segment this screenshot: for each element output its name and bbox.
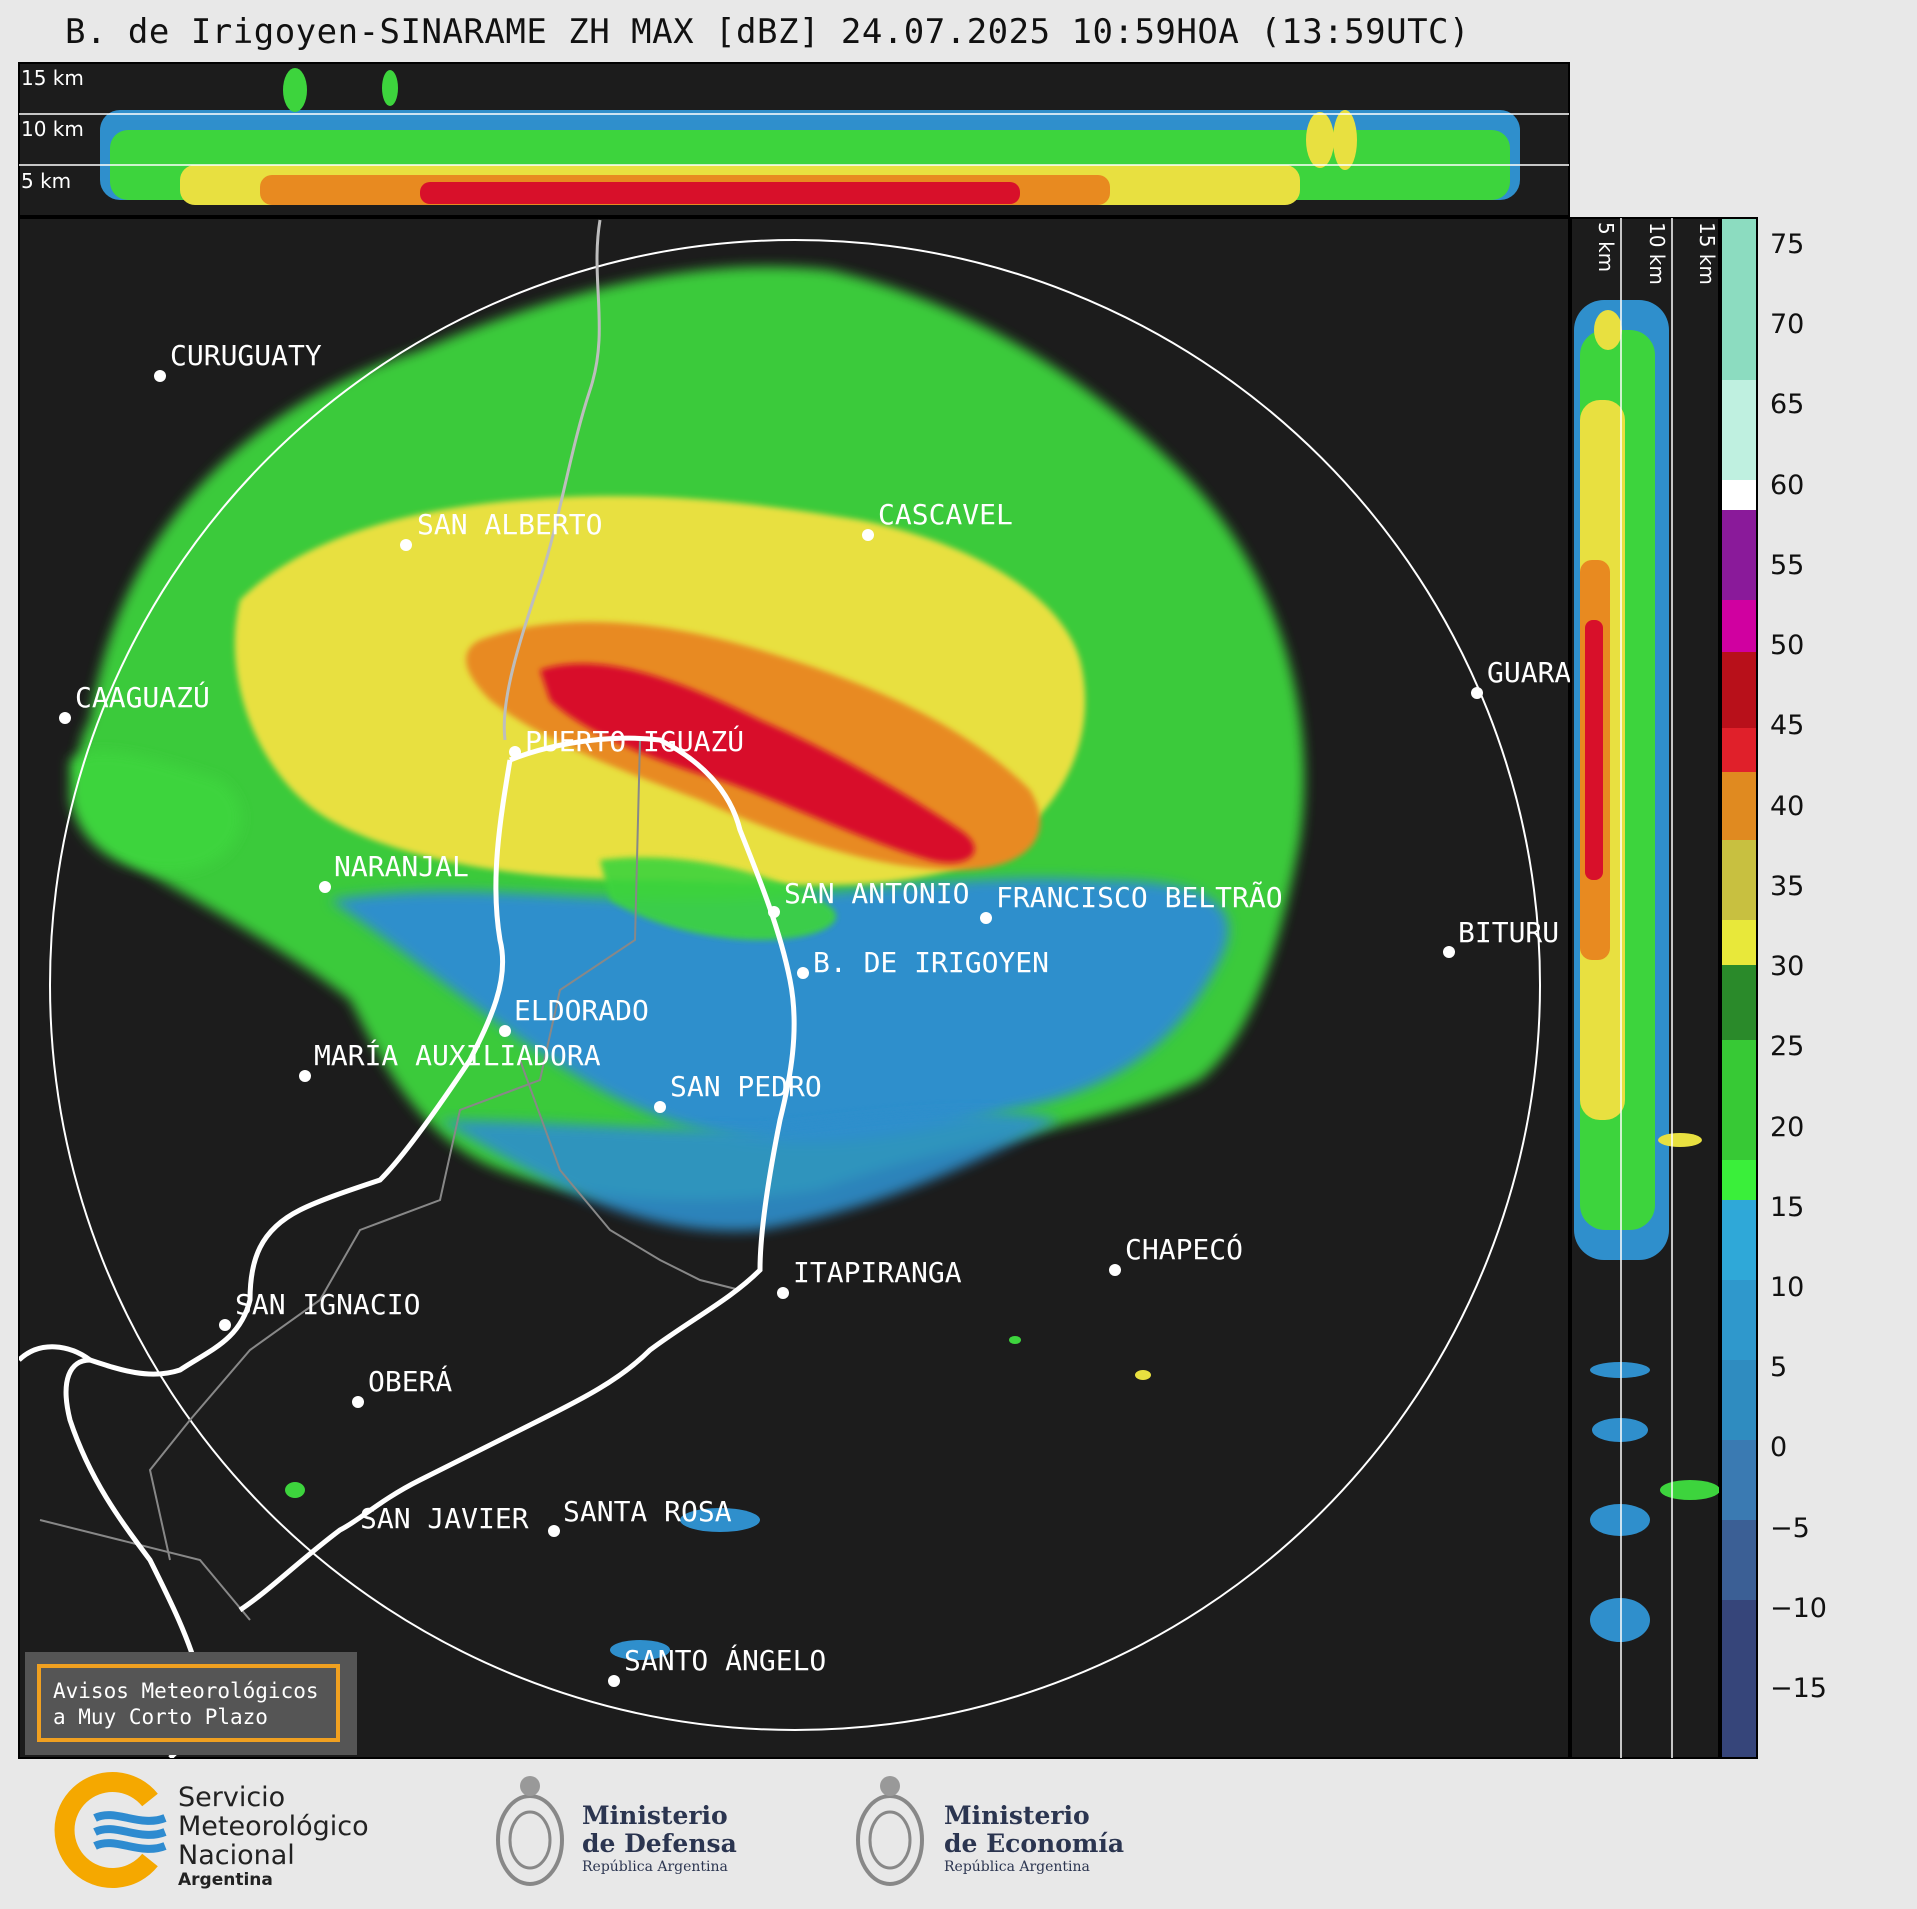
smn-logo-text: Servicio Meteorológico Nacional Argentin… bbox=[178, 1783, 369, 1890]
city-san-javier: SAN JAVIER bbox=[360, 1502, 529, 1535]
svg-text:55: 55 bbox=[1770, 550, 1804, 581]
defensa-seal-icon bbox=[496, 1776, 564, 1886]
side-km-label: 5 km bbox=[1594, 222, 1618, 272]
svg-text:CASCAVEL: CASCAVEL bbox=[878, 498, 1013, 531]
colorbar: 75 70 65 60 55 50 45 40 35 30 25 20 15 1… bbox=[1720, 217, 1827, 1759]
warning-line-2: a Muy Corto Plazo bbox=[53, 1705, 268, 1729]
side-km-label: 10 km bbox=[1645, 222, 1669, 285]
svg-text:SANTO ÁNGELO: SANTO ÁNGELO bbox=[624, 1643, 826, 1677]
side-km-label: 15 km bbox=[1695, 222, 1719, 285]
svg-text:−15: −15 bbox=[1770, 1673, 1827, 1704]
city-curuguaty: CURUGUATY bbox=[154, 339, 322, 382]
svg-text:SANTA ROSA: SANTA ROSA bbox=[563, 1495, 732, 1528]
svg-text:SAN JAVIER: SAN JAVIER bbox=[360, 1502, 529, 1535]
city-maria-auxiliadora: MARÍA AUXILIADORA bbox=[299, 1038, 601, 1082]
city-santo-angelo: SANTO ÁNGELO bbox=[608, 1643, 826, 1687]
svg-text:50: 50 bbox=[1770, 630, 1804, 661]
city-san-pedro: SAN PEDRO bbox=[654, 1070, 822, 1113]
city-bituru: BITURU bbox=[1443, 916, 1559, 958]
city-francisco-beltrao: FRANCISCO BELTRÃO bbox=[980, 881, 1283, 924]
svg-text:75: 75 bbox=[1770, 229, 1804, 260]
svg-text:BITURU: BITURU bbox=[1458, 916, 1559, 949]
economia-seal-icon bbox=[856, 1776, 924, 1886]
city-caaguazu: CAAGUAZÚ bbox=[59, 680, 210, 724]
svg-text:GUARA: GUARA bbox=[1487, 656, 1571, 689]
svg-text:OBERÁ: OBERÁ bbox=[368, 1364, 452, 1398]
svg-text:35: 35 bbox=[1770, 871, 1804, 902]
svg-text:CAAGUAZÚ: CAAGUAZÚ bbox=[75, 680, 210, 714]
svg-text:SAN IGNACIO: SAN IGNACIO bbox=[235, 1288, 420, 1321]
radar-map: CURUGUATY SAN ALBERTO CASCAVEL CAAGUAZÚ … bbox=[18, 217, 1571, 1759]
city-cascavel: CASCAVEL bbox=[862, 498, 1013, 541]
warning-line-1: Avisos Meteorológicos bbox=[53, 1679, 319, 1703]
smn-logo-icon bbox=[54, 1772, 167, 1888]
city-b-de-irigoyen: B. DE IRIGOYEN bbox=[797, 946, 1049, 979]
city-puerto-iguazu: PUERTO IGUAZÚ bbox=[509, 724, 744, 758]
city-san-antonio: SAN ANTONIO bbox=[768, 877, 969, 918]
svg-text:20: 20 bbox=[1770, 1112, 1804, 1143]
svg-text:CURUGUATY: CURUGUATY bbox=[170, 339, 322, 372]
smn-line-4: Argentina bbox=[178, 1870, 273, 1890]
warning-box[interactable]: Avisos Meteorológicos a Muy Corto Plazo bbox=[37, 1664, 340, 1742]
svg-text:30: 30 bbox=[1770, 951, 1804, 982]
top-cross-section: 15 km 10 km 5 km bbox=[18, 62, 1570, 217]
svg-text:65: 65 bbox=[1770, 389, 1804, 420]
defensa-line-3: República Argentina bbox=[582, 1859, 728, 1875]
svg-text:ITAPIRANGA: ITAPIRANGA bbox=[793, 1256, 962, 1289]
economia-line-3: República Argentina bbox=[944, 1859, 1090, 1875]
svg-text:−10: −10 bbox=[1770, 1593, 1827, 1624]
top-km-label: 5 km bbox=[21, 169, 71, 193]
svg-text:25: 25 bbox=[1770, 1031, 1804, 1062]
svg-text:0: 0 bbox=[1770, 1432, 1787, 1463]
city-itapiranga: ITAPIRANGA bbox=[777, 1256, 962, 1299]
top-km-label: 10 km bbox=[21, 117, 84, 141]
city-eldorado: ELDORADO bbox=[499, 994, 649, 1037]
svg-text:CHAPECÓ: CHAPECÓ bbox=[1125, 1232, 1243, 1266]
colorbar-ticks: 75 70 65 60 55 50 45 40 35 30 25 20 15 1… bbox=[1770, 229, 1827, 1704]
svg-text:15: 15 bbox=[1770, 1192, 1804, 1223]
svg-text:SAN ANTONIO: SAN ANTONIO bbox=[784, 877, 969, 910]
svg-text:60: 60 bbox=[1770, 470, 1804, 501]
svg-text:ELDORADO: ELDORADO bbox=[514, 994, 649, 1027]
smn-line-2: Meteorológico bbox=[178, 1811, 369, 1842]
svg-text:40: 40 bbox=[1770, 791, 1804, 822]
city-guara: GUARA bbox=[1471, 656, 1571, 699]
svg-text:70: 70 bbox=[1770, 309, 1804, 340]
svg-text:10: 10 bbox=[1770, 1272, 1804, 1303]
svg-text:PUERTO IGUAZÚ: PUERTO IGUAZÚ bbox=[525, 724, 744, 758]
city-obera: OBERÁ bbox=[352, 1364, 452, 1408]
svg-text:FRANCISCO BELTRÃO: FRANCISCO BELTRÃO bbox=[996, 881, 1283, 914]
svg-text:5: 5 bbox=[1770, 1352, 1787, 1383]
defensa-line-1: Ministerio bbox=[582, 1801, 728, 1830]
page-title: B. de Irigoyen-SINARAME ZH MAX [dBZ] 24.… bbox=[65, 12, 1470, 52]
economia-logo-text: Ministerio de Economía República Argenti… bbox=[944, 1802, 1124, 1876]
svg-text:SAN PEDRO: SAN PEDRO bbox=[670, 1070, 822, 1103]
city-naranjal: NARANJAL bbox=[319, 850, 469, 893]
city-san-ignacio: SAN IGNACIO bbox=[219, 1288, 420, 1331]
svg-text:SAN ALBERTO: SAN ALBERTO bbox=[417, 508, 602, 541]
city-chapeco: CHAPECÓ bbox=[1109, 1232, 1243, 1276]
economia-line-2: de Economía bbox=[944, 1829, 1125, 1858]
city-san-alberto: SAN ALBERTO bbox=[400, 508, 602, 551]
smn-line-1: Servicio bbox=[178, 1782, 286, 1813]
svg-text:45: 45 bbox=[1770, 710, 1804, 741]
economia-line-1: Ministerio bbox=[944, 1801, 1090, 1830]
defensa-logo-text: Ministerio de Defensa República Argentin… bbox=[582, 1802, 737, 1876]
svg-text:NARANJAL: NARANJAL bbox=[334, 850, 469, 883]
svg-text:−5: −5 bbox=[1770, 1513, 1810, 1544]
smn-line-3: Nacional bbox=[178, 1840, 295, 1871]
svg-text:B. DE IRIGOYEN: B. DE IRIGOYEN bbox=[813, 946, 1049, 979]
top-km-label: 15 km bbox=[21, 66, 84, 90]
svg-text:MARÍA AUXILIADORA: MARÍA AUXILIADORA bbox=[314, 1038, 601, 1072]
warning-box-background bbox=[25, 1652, 357, 1755]
defensa-line-2: de Defensa bbox=[582, 1829, 737, 1858]
side-cross-section: 5 km 10 km 15 km bbox=[1570, 217, 1720, 1759]
city-santa-rosa: SANTA ROSA bbox=[548, 1495, 732, 1537]
